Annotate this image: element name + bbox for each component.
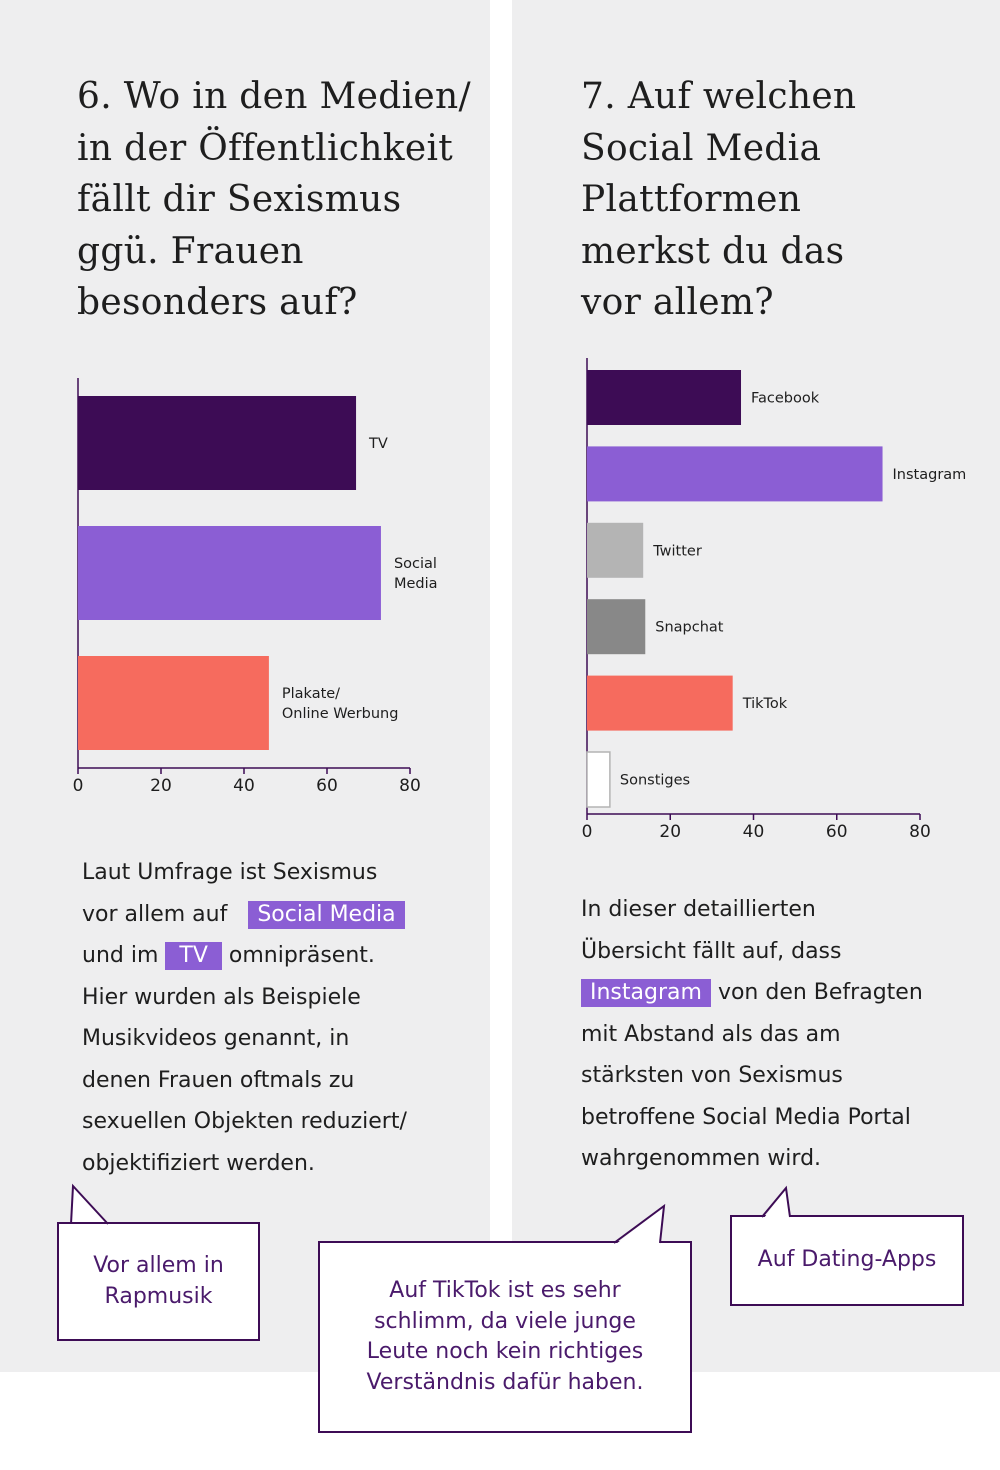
text-line: Laut Umfrage ist Sexismus xyxy=(82,860,378,885)
text-line: Übersicht fällt auf, dass xyxy=(581,938,842,964)
highlight-tv: TV xyxy=(165,942,222,970)
x-tick-label: 0 xyxy=(73,776,84,796)
text-line: In dieser detaillierten xyxy=(581,897,816,922)
text-line: Hier wurden als Beispiele xyxy=(82,984,361,1010)
bar-label: TV xyxy=(368,436,388,452)
x-tick-label: 80 xyxy=(909,822,931,842)
bar xyxy=(78,656,269,750)
bar-label: Social xyxy=(394,556,437,572)
quote-bubble-tiktok: Auf TikTok ist es sehr schlimm, da viele… xyxy=(318,1241,692,1433)
text-line: wahrgenommen wird. xyxy=(581,1146,822,1171)
bubble-line: Auf TikTok ist es sehr xyxy=(389,1278,621,1303)
bubble-line: Vor allem in xyxy=(93,1253,224,1278)
title-line: Social Media xyxy=(581,127,822,169)
bar-label: Media xyxy=(394,576,438,592)
title-line: besonders auf? xyxy=(77,282,358,323)
text-line: denen Frauen oftmals zu xyxy=(82,1067,355,1093)
bar xyxy=(587,675,733,731)
text-line: objektifiziert werden. xyxy=(82,1150,315,1176)
text-segment: von den Befragten xyxy=(717,980,923,1005)
left-summary-text: Laut Umfrage ist Sexismus vor allem auf … xyxy=(82,852,407,1184)
quote-bubble-rapmusik: Vor allem in Rapmusik xyxy=(57,1222,260,1341)
title-line: merkst du das xyxy=(581,230,845,272)
bubble-tail xyxy=(761,1185,791,1218)
x-tick-label: 40 xyxy=(743,822,765,842)
title-line: vor allem? xyxy=(581,282,774,323)
bar xyxy=(587,446,883,502)
quote-bubble-dating-apps: Auf Dating-Apps xyxy=(730,1215,964,1306)
question-6-title: 6. Wo in den Medien/ in der Öffentlichke… xyxy=(77,71,477,329)
media-sexism-bar-chart: 0 20 40 60 80 TV Social Media Plakate/Online Wer… xyxy=(73,378,438,796)
bar-label: Sonstiges xyxy=(620,773,690,789)
title-line: ggü. Frauen xyxy=(77,230,304,272)
highlight-instagram: Instagram xyxy=(581,979,711,1007)
text-line: sexuellen Objekten reduziert/ xyxy=(82,1109,407,1134)
x-tick-label: 20 xyxy=(659,822,681,842)
bar-label: Snapchat xyxy=(655,620,724,636)
bubble-line: Verständnis dafür haben. xyxy=(366,1369,644,1395)
text-line: stärksten von Sexismus xyxy=(581,1063,843,1088)
x-tick-label: 0 xyxy=(582,822,593,842)
bubble-line: Auf Dating-Apps xyxy=(757,1247,937,1273)
bar xyxy=(78,396,357,490)
bubble-tail xyxy=(613,1203,666,1244)
title-line: in der Öffentlichkeit xyxy=(77,127,454,169)
highlight-social-media: Social Media xyxy=(248,900,405,929)
bar xyxy=(587,370,742,425)
bubble-line: schlimm, da viele junge xyxy=(374,1308,636,1334)
bar-label: Instagram xyxy=(893,467,967,483)
bar xyxy=(586,751,611,808)
bubble-line: Leute noch kein richtiges xyxy=(366,1339,644,1364)
x-tick-label: 20 xyxy=(150,776,172,796)
bubble-line: Rapmusik xyxy=(104,1283,213,1309)
question-7-title: 7. Auf welchen Social Media Plattformen … xyxy=(581,71,981,329)
text-segment: omnipräsent. xyxy=(228,943,375,968)
text-segment: vor allem auf xyxy=(82,901,228,927)
social-platform-bar-chart: 0 20 40 60 80 Facebook Instagram Twitter Snapcha… xyxy=(582,358,967,842)
bar-label: Plakate/ xyxy=(282,686,340,702)
title-line: 7. Auf welchen xyxy=(581,76,857,117)
bar xyxy=(587,522,644,578)
text-segment: und im xyxy=(82,943,159,968)
bar xyxy=(587,599,646,655)
x-tick-label: 60 xyxy=(316,776,338,796)
bar-label: Facebook xyxy=(751,391,820,407)
right-summary-text: In dieser detaillierten Übersicht fällt … xyxy=(581,889,923,1180)
text-line: betroffene Social Media Portal xyxy=(581,1104,911,1130)
title-line: fällt dir Sexismus xyxy=(77,179,402,220)
text-line: Musikvideos genannt, in xyxy=(82,1026,350,1051)
title-line: 6. Wo in den Medien/ xyxy=(77,76,471,117)
bar-label: Twitter xyxy=(652,543,702,559)
x-tick-label: 40 xyxy=(233,776,255,796)
text-line: mit Abstand als das am xyxy=(581,1021,841,1047)
title-line: Plattformen xyxy=(581,179,802,220)
x-tick-label: 60 xyxy=(826,822,848,842)
x-tick-label: 80 xyxy=(399,776,421,796)
bar-label: Online Werbung xyxy=(282,706,399,722)
bubble-tail xyxy=(70,1183,109,1225)
bar xyxy=(78,526,381,620)
bar-label: TikTok xyxy=(742,696,788,712)
